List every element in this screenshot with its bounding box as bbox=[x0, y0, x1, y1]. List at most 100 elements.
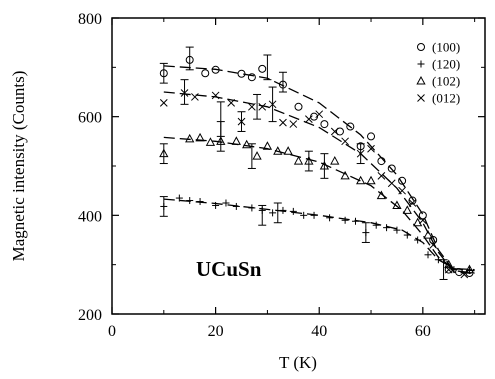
legend-item-102: (102) bbox=[416, 74, 460, 89]
data-point-120 bbox=[326, 214, 334, 222]
data-point-100 bbox=[398, 176, 407, 185]
data-point-012 bbox=[180, 89, 189, 97]
data-point-100 bbox=[346, 122, 355, 131]
axis-ticks: 0 20 40 60 200 400 600 800 bbox=[78, 11, 485, 340]
data-point-120 bbox=[434, 256, 442, 264]
data-point-012 bbox=[418, 216, 427, 225]
data-point-012 bbox=[237, 117, 246, 126]
data-point-102 bbox=[252, 151, 262, 160]
data-point-120 bbox=[186, 197, 194, 205]
fit-curves bbox=[163, 65, 475, 275]
legend-label: (102) bbox=[432, 74, 460, 89]
data-point-012 bbox=[367, 144, 375, 153]
data-point-012 bbox=[227, 98, 236, 107]
y-tick-label: 400 bbox=[78, 208, 102, 225]
data-point-100 bbox=[377, 157, 386, 166]
data-point-120 bbox=[414, 236, 422, 244]
data-point-102 bbox=[293, 156, 304, 165]
data-point-120 bbox=[424, 251, 432, 259]
data-point-102 bbox=[319, 160, 330, 170]
data-point-100 bbox=[429, 236, 438, 244]
data-point-012 bbox=[398, 186, 406, 195]
data-point-102 bbox=[262, 141, 273, 150]
error-bar bbox=[278, 71, 287, 93]
data-point-100 bbox=[247, 73, 256, 82]
x-tick-label: 0 bbox=[108, 323, 116, 340]
legend-marker-100 bbox=[417, 43, 425, 51]
data-point-102 bbox=[330, 156, 340, 165]
data-point-012 bbox=[377, 172, 386, 180]
data-point-012 bbox=[460, 270, 469, 279]
data-point-012 bbox=[289, 120, 298, 128]
data-point-012 bbox=[429, 241, 438, 249]
data-point-120 bbox=[222, 199, 230, 207]
error-bar bbox=[320, 153, 329, 179]
data-point-102 bbox=[242, 139, 252, 149]
fit-curve-100 bbox=[163, 65, 475, 274]
data-point-120 bbox=[383, 224, 391, 232]
x-tick-label: 20 bbox=[208, 323, 224, 340]
data-point-100 bbox=[310, 112, 319, 121]
data-point-012 bbox=[444, 265, 453, 274]
error-bar bbox=[304, 150, 313, 172]
data-point-100 bbox=[201, 69, 210, 78]
data-point-120 bbox=[269, 209, 277, 217]
data-point-120 bbox=[403, 231, 411, 239]
data-point-102 bbox=[402, 205, 412, 214]
y-tick-label: 800 bbox=[78, 11, 102, 28]
x-tick-label: 40 bbox=[311, 323, 327, 340]
legend: (100) (120) (102) (012) bbox=[416, 40, 460, 106]
data-point-100 bbox=[408, 196, 417, 205]
x-tick-label: 60 bbox=[415, 323, 431, 340]
data-point-102 bbox=[195, 132, 205, 142]
data-point-120 bbox=[450, 266, 458, 274]
data-point-102 bbox=[185, 133, 195, 143]
data-point-012 bbox=[330, 127, 339, 136]
data-point-102 bbox=[444, 259, 454, 269]
data-point-100 bbox=[418, 211, 427, 220]
error-bar bbox=[159, 143, 168, 165]
legend-label: (012) bbox=[432, 91, 460, 106]
data-point-012 bbox=[191, 93, 199, 101]
data-point-102 bbox=[356, 175, 366, 185]
y-tick-label: 200 bbox=[78, 307, 102, 324]
data-point-102 bbox=[366, 175, 376, 185]
x-axis-label: T (K) bbox=[279, 353, 317, 372]
data-point-100 bbox=[159, 69, 168, 78]
data-point-120 bbox=[258, 206, 266, 214]
data-point-120 bbox=[248, 204, 256, 212]
data-point-120 bbox=[196, 198, 204, 206]
data-point-102 bbox=[376, 190, 387, 200]
data-point-102 bbox=[205, 137, 216, 146]
data-point-102 bbox=[231, 136, 241, 145]
data-point-120 bbox=[175, 194, 183, 202]
data-point-012 bbox=[356, 149, 365, 158]
legend-marker-012 bbox=[417, 94, 425, 102]
error-bar bbox=[180, 79, 189, 105]
fit-curve-102 bbox=[163, 136, 475, 271]
error-bar bbox=[247, 143, 256, 169]
legend-item-120: (120) bbox=[417, 57, 460, 72]
y-axis-label: Magnetic intensity (Counts) bbox=[9, 71, 28, 262]
data-point-120 bbox=[160, 202, 168, 210]
data-point-100 bbox=[258, 64, 267, 73]
legend-marker-120 bbox=[417, 60, 425, 68]
data-point-120 bbox=[351, 217, 359, 225]
data-point-102 bbox=[159, 148, 169, 158]
data-point-012 bbox=[315, 110, 324, 119]
data-point-100 bbox=[185, 55, 194, 64]
data-point-100 bbox=[356, 142, 365, 151]
data-point-100 bbox=[455, 268, 464, 277]
data-point-102 bbox=[423, 230, 433, 239]
data-point-120 bbox=[372, 221, 380, 229]
data-point-012 bbox=[248, 102, 256, 111]
data-point-102 bbox=[304, 156, 314, 165]
data-point-120 bbox=[341, 216, 349, 224]
y-tick-label: 600 bbox=[78, 110, 102, 127]
data-point-012 bbox=[341, 137, 349, 146]
data-point-012 bbox=[305, 115, 313, 123]
error-bar bbox=[253, 93, 262, 120]
data-point-100 bbox=[211, 65, 220, 74]
compound-annotation: UCuSn bbox=[196, 257, 262, 281]
legend-item-100: (100) bbox=[417, 40, 460, 55]
